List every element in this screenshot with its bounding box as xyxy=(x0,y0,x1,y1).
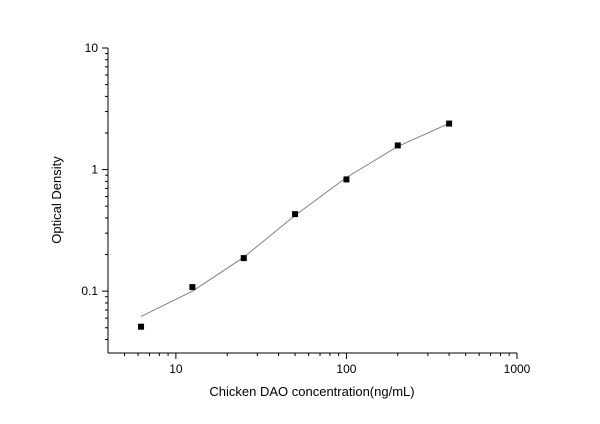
data-point xyxy=(138,323,145,330)
y-tick-label: 10 xyxy=(85,41,99,55)
data-point xyxy=(292,211,299,218)
x-tick-label: 1000 xyxy=(504,362,531,376)
y-axis-title: Optical Density xyxy=(49,156,64,244)
y-tick-label: 0.1 xyxy=(81,284,98,298)
y-tick-label: 1 xyxy=(91,163,98,177)
data-point xyxy=(394,142,401,149)
data-point xyxy=(446,120,453,127)
data-point xyxy=(343,176,350,183)
x-tick-label: 100 xyxy=(336,362,356,376)
x-tick-label: 10 xyxy=(169,362,183,376)
x-axis-title: Chicken DAO concentration(ng/mL) xyxy=(209,384,414,399)
data-point xyxy=(240,255,247,262)
data-point xyxy=(189,284,196,291)
fit-curve xyxy=(140,122,450,317)
